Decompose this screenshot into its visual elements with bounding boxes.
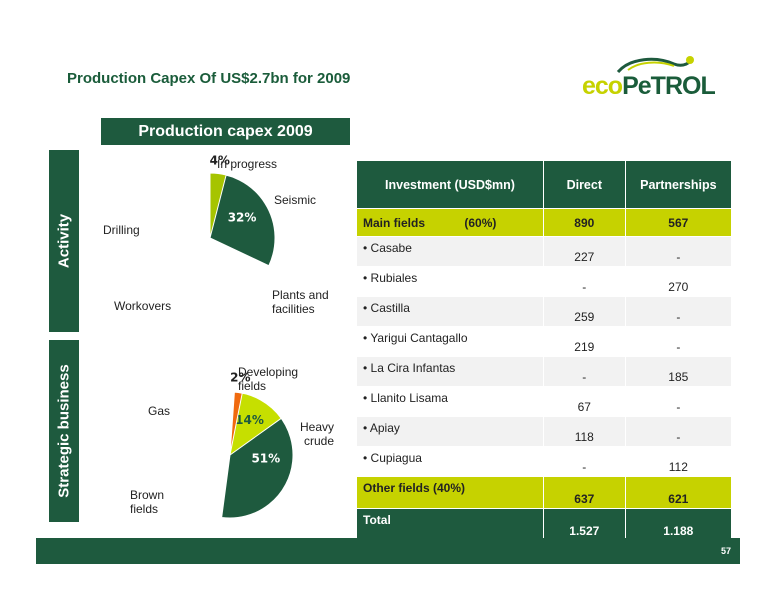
table-row: • Llanito Lisama 67- (356, 386, 733, 417)
strategic-pie-chart: 33%51%14%2% (221, 371, 294, 519)
strategic-value-label: 51% (251, 452, 280, 466)
other-fields-row: Other fields (40%) 637 621 (356, 476, 733, 509)
partnerships-value: 112 (624, 446, 733, 477)
footer-bar: 57 (36, 538, 740, 564)
direct-value: 118 (542, 416, 626, 447)
direct-value: - (542, 356, 626, 387)
other-partnerships: 621 (624, 476, 733, 509)
page-number: 57 (720, 546, 731, 556)
strategic-business-side-label: Strategic business (49, 340, 79, 522)
activity-value-label: 32% (228, 211, 257, 225)
label-seismic: Seismic (274, 193, 317, 207)
table-row: • Yarigui Cantagallo 219- (356, 326, 733, 357)
logo-petrol: PeTROL (622, 72, 716, 100)
main-fields-label: Main fields (60%) (356, 208, 544, 237)
field-label: • La Cira Infantas (356, 356, 544, 387)
main-fields-row: Main fields (60%) 890 567 (356, 208, 733, 237)
table-row: • Apiay 118- (356, 416, 733, 447)
field-label: • Cupiagua (356, 446, 544, 477)
direct-value: - (542, 266, 626, 297)
table-row: • Castilla 259- (356, 296, 733, 327)
strategic-value-label: 2% (230, 371, 250, 385)
table-row: • Rubiales -270 (356, 266, 733, 297)
ecopetrol-logo (616, 56, 694, 74)
label-heavy-crude: Heavy crude (300, 420, 335, 448)
direct-value: 67 (542, 386, 626, 417)
partnerships-value: 270 (624, 266, 733, 297)
page-title: Production Capex Of US$2.7bn for 2009 (67, 70, 351, 87)
logo-eco: eco (582, 72, 623, 100)
direct-value: 259 (542, 296, 626, 327)
other-label: Other fields (40%) (356, 476, 544, 509)
main-fields-direct: 890 (542, 208, 626, 237)
header-partnerships: Partnerships (624, 160, 733, 209)
strategic-value-label: 14% (235, 413, 264, 427)
activity-side-label: Activity (49, 150, 79, 332)
field-label: • Yarigui Cantagallo (356, 326, 544, 357)
header-investment: Investment (USD$mn) (356, 160, 544, 209)
label-in-progress: In progress (217, 157, 278, 171)
table-header-row: Investment (USD$mn) Direct Partnerships (356, 160, 733, 209)
label-developing-fields: Developing fields (238, 365, 299, 393)
direct-value: 227 (542, 236, 626, 267)
field-label: • Apiay (356, 416, 544, 447)
total-partnerships: 1.188 (624, 508, 733, 541)
total-label: Total (356, 508, 544, 541)
logo-wordmark: ecoPeTROL (582, 72, 716, 101)
activity-slice-in-progress (209, 172, 227, 239)
total-direct: 1.527 (542, 508, 626, 541)
field-label: • Llanito Lisama (356, 386, 544, 417)
partnerships-value: 185 (624, 356, 733, 387)
production-capex-header: Production capex 2009 (101, 118, 350, 145)
table-row: • Cupiagua -112 (356, 446, 733, 477)
direct-value: - (542, 446, 626, 477)
other-direct: 637 (542, 476, 626, 509)
partnerships-value: - (624, 326, 733, 357)
partnerships-value: - (624, 236, 733, 267)
strategic-slice-developing-fields (229, 391, 243, 456)
field-label: • Casabe (356, 236, 544, 267)
investment-table: Investment (USD$mn) Direct Partnerships … (356, 160, 733, 541)
label-brown-fields: Brown fields (130, 488, 165, 516)
header-direct: Direct (542, 160, 626, 209)
label-plants-facilities: Plants and facilities (272, 288, 329, 316)
partnerships-value: - (624, 386, 733, 417)
activity-pie-chart: 23%32%9%32%4% (209, 154, 276, 267)
total-row: Total 1.527 1.188 (356, 508, 733, 541)
label-gas: Gas (148, 404, 171, 418)
field-label: • Castilla (356, 296, 544, 327)
table-row: • Casabe 227- (356, 236, 733, 267)
main-fields-partnerships: 567 (624, 208, 733, 237)
direct-value: 219 (542, 326, 626, 357)
field-label: • Rubiales (356, 266, 544, 297)
label-drilling: Drilling (103, 223, 140, 237)
label-workovers: Workovers (114, 299, 172, 313)
partnerships-value: - (624, 416, 733, 447)
partnerships-value: - (624, 296, 733, 327)
table-row: • La Cira Infantas -185 (356, 356, 733, 387)
activity-value-label: 4% (210, 154, 230, 168)
